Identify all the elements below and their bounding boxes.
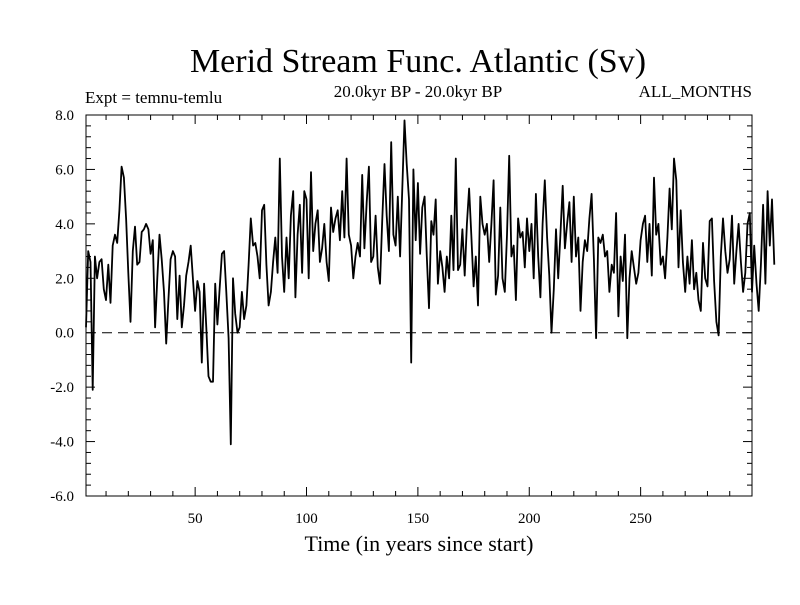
y-tick-label: -6.0 <box>50 489 74 505</box>
season-label: ALL_MONTHS <box>639 82 752 101</box>
chart-title: Merid Stream Func. Atlantic (Sv) <box>190 43 646 80</box>
experiment-label: Expt = temnu-temlu <box>85 88 223 107</box>
x-tick-label: 200 <box>518 511 541 527</box>
x-tick-label: 100 <box>295 511 318 527</box>
y-tick-label: 0.0 <box>55 326 74 342</box>
y-tick-label: 6.0 <box>55 162 74 178</box>
x-tick-label: 250 <box>629 511 652 527</box>
y-tick-label: -4.0 <box>50 435 74 451</box>
period-label: 20.0kyr BP - 20.0kyr BP <box>334 82 502 101</box>
y-tick-label: 4.0 <box>55 217 74 233</box>
y-tick-label: 8.0 <box>55 108 74 124</box>
x-axis-label: Time (in years since start) <box>305 531 534 556</box>
x-tick-label: 150 <box>407 511 430 527</box>
y-tick-label: 2.0 <box>55 271 74 287</box>
x-tick-label: 50 <box>188 511 203 527</box>
axis-tick-labels: 50 100 150 200 250 -6.0 -4.0 -2.0 0.0 2.0 4.0 6.0 8.… <box>50 108 652 527</box>
y-tick-label: -2.0 <box>50 380 74 396</box>
axis-ticks <box>86 114 753 497</box>
plot-frame <box>85 114 753 497</box>
series-line <box>85 119 776 446</box>
